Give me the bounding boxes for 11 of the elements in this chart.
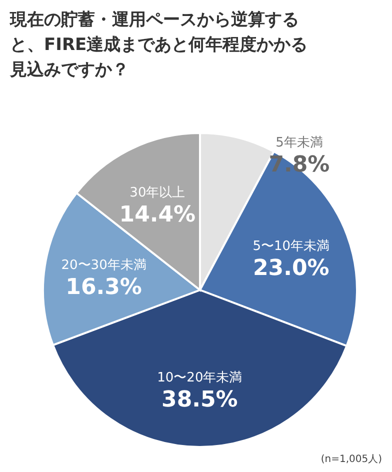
slice-label: 10〜20年未満 (157, 370, 242, 386)
slice-label: 30年以上 (130, 185, 186, 200)
data-label: 23.0% (253, 256, 330, 281)
data-label: 14.4% (119, 202, 196, 228)
chart-title: 現在の貯蓄・運用ペースから逆算すると、FIRE達成まであと何年程度かかる見込みですか？ (10, 9, 309, 82)
slice-label: 5〜10年未満 (252, 238, 330, 254)
slice-label: 5年未満 (276, 135, 323, 150)
text: (n=1,005人) (320, 453, 382, 466)
data-label: 38.5% (162, 387, 238, 412)
data-label: 16.3% (66, 275, 142, 300)
slice-label: 20〜30年未満 (61, 258, 146, 274)
